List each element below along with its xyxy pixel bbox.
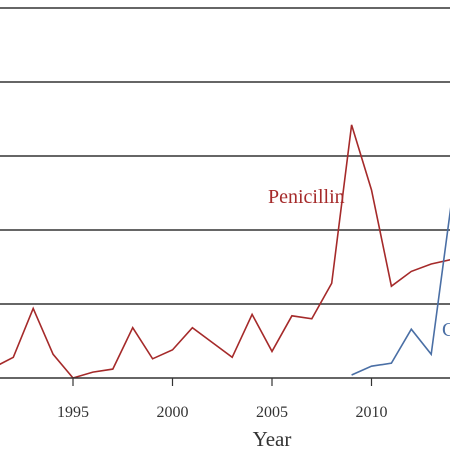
- x-tick-label: 1995: [57, 404, 89, 421]
- series-line-penicillin: [0, 124, 450, 379]
- gridlines: [0, 7, 450, 305]
- series-line-c: [351, 207, 450, 376]
- series-lines: [0, 124, 450, 379]
- series-label-penicillin: Penicillin: [268, 186, 345, 208]
- series-labels: Penicillin C: [268, 186, 450, 341]
- x-axis: 1995 2000 2005 2010: [0, 377, 450, 421]
- x-axis-title: Year: [253, 427, 292, 450]
- series-label-c: C: [442, 319, 450, 341]
- x-tick-label: 2000: [157, 404, 189, 421]
- x-tick-label: 2005: [256, 404, 288, 421]
- x-tick-label: 2010: [356, 404, 388, 421]
